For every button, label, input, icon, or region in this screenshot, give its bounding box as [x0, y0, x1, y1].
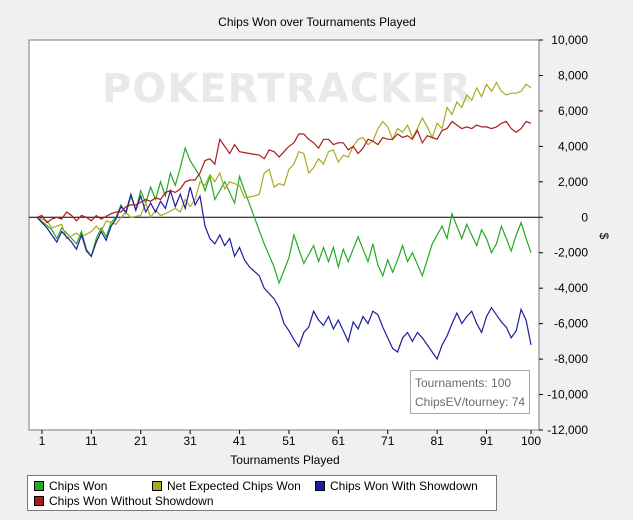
stats-tournaments: Tournaments: 100: [415, 376, 512, 390]
legend-label-without-showdown: Chips Won Without Showdown: [49, 494, 214, 508]
x-tick-label: 71: [381, 434, 395, 448]
y-tick-label: 8,000: [558, 68, 588, 82]
stats-chips-ev: ChipsEV/tourney: 74: [415, 395, 526, 409]
y-tick-label: 6,000: [558, 104, 588, 118]
x-tick-label: 100: [521, 434, 541, 448]
series-line-chips-won-with-showdown: [36, 186, 532, 361]
x-tick-label: 81: [430, 434, 444, 448]
y-axis-label: $: [597, 233, 611, 240]
y-tick-label: 4,000: [558, 139, 588, 153]
plot-area: [28, 39, 540, 431]
legend-item-without-showdown: Chips Won Without Showdown: [34, 494, 214, 508]
legend-label-chips-won: Chips Won: [49, 479, 108, 493]
x-axis-label: Tournaments Played: [230, 453, 339, 467]
y-tick-label: -8,000: [554, 352, 588, 366]
y-tick-label: 2,000: [558, 175, 588, 189]
legend-swatch-chips-won: [34, 481, 44, 491]
legend-label-with-showdown: Chips Won With Showdown: [330, 479, 478, 493]
chart-title: Chips Won over Tournaments Played: [218, 15, 416, 29]
legend-swatch-without-showdown: [34, 496, 44, 506]
y-tick-label: -12,000: [547, 423, 588, 437]
x-tick-label: 11: [85, 434, 98, 448]
x-tick-label: 61: [332, 434, 346, 448]
watermark: POKERTRACKER: [102, 66, 472, 112]
series-line-net-expected-chips-won: [36, 81, 532, 240]
legend-label-net-expected: Net Expected Chips Won: [167, 479, 301, 493]
y-tick-label: -10,000: [547, 388, 588, 402]
legend: Chips Won Net Expected Chips Won Chips W…: [27, 475, 497, 511]
x-tick-label: 51: [282, 434, 296, 448]
y-tick-label: -6,000: [554, 317, 588, 331]
series-line-chips-won: [36, 146, 532, 285]
series-line-chips-won-without-showdown: [36, 120, 532, 224]
legend-swatch-net-expected: [152, 481, 162, 491]
legend-item-net-expected: Net Expected Chips Won: [152, 479, 301, 493]
x-tick-label: 1: [39, 434, 46, 448]
legend-item-chips-won: Chips Won: [34, 479, 107, 493]
stats-box: Tournaments: 100 ChipsEV/tourney: 74: [410, 370, 530, 414]
legend-swatch-with-showdown: [315, 481, 325, 491]
y-tick-label: -4,000: [554, 281, 588, 295]
y-tick-label: 10,000: [551, 33, 588, 47]
y-tick-label: -2,000: [554, 246, 588, 260]
y-tick-label: 0: [581, 210, 588, 224]
x-tick-label: 91: [480, 434, 494, 448]
x-tick-label: 21: [134, 434, 148, 448]
x-tick-label: 31: [183, 434, 197, 448]
x-tick-label: 41: [233, 434, 247, 448]
legend-item-with-showdown: Chips Won With Showdown: [315, 479, 478, 493]
